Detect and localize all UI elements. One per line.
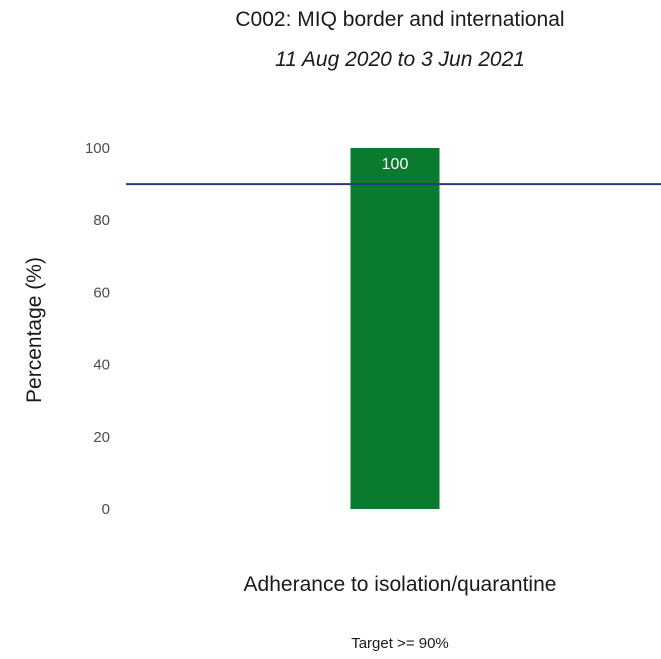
bar-series — [350, 148, 440, 509]
x-axis-label: Adherance to isolation/quarantine — [243, 573, 557, 596]
y-tick-label: 20 — [93, 429, 110, 446]
chart-subtitle: 11 Aug 2020 to 3 Jun 2021 — [275, 48, 525, 71]
y-axis-label: Percentage (%) — [23, 257, 46, 403]
chart-title: C002: MIQ border and international — [235, 8, 565, 31]
chart-caption: Target >= 90% — [351, 635, 449, 652]
y-tick-label: 40 — [93, 357, 110, 374]
bar — [350, 148, 440, 509]
y-axis-ticks: 0 20 40 60 80 100 — [85, 140, 110, 518]
bar-data-label: 100 — [382, 156, 409, 173]
data-labels: 100 — [382, 156, 409, 173]
y-tick-label: 80 — [93, 212, 110, 229]
y-tick-label: 100 — [85, 140, 110, 157]
y-tick-label: 0 — [102, 501, 110, 518]
y-tick-label: 60 — [93, 284, 110, 301]
